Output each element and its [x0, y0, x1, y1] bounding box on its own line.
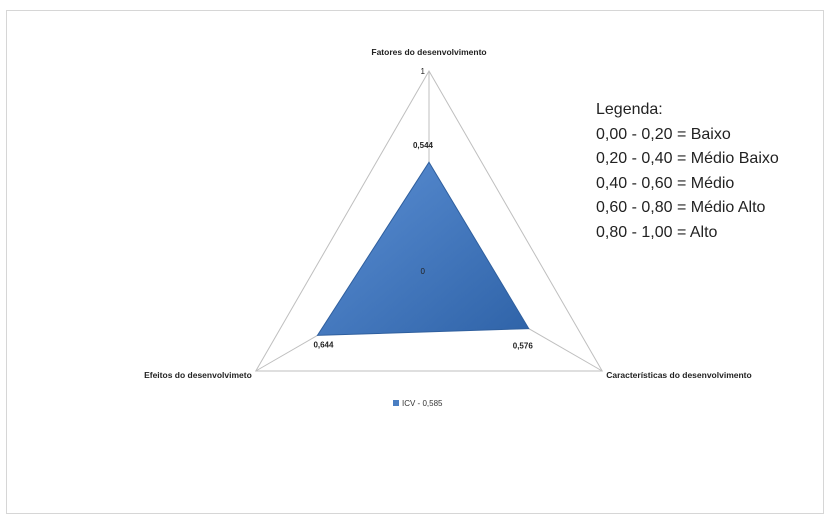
- legend: ICV - 0,585: [393, 399, 443, 408]
- legend-label-icv: ICV - 0,585: [402, 399, 443, 408]
- series-area-icv: [316, 161, 530, 336]
- data-label-efeitos: 0,644: [313, 340, 334, 349]
- data-label-fatores: 0,544: [413, 141, 434, 150]
- classification-item-medio-baixo: 0,20 - 0,40 = Médio Baixo: [596, 150, 779, 167]
- tick-label-min: 0: [421, 267, 426, 276]
- classification-item-baixo: 0,00 - 0,20 = Baixo: [596, 125, 731, 143]
- classification-item-alto: 0,80 - 1,00 = Alto: [596, 223, 718, 241]
- axis-label-caracteristicas: Características do desenvolvimento: [606, 370, 752, 380]
- classification-item-medio-alto: 0,60 - 0,80 = Médio Alto: [596, 199, 766, 216]
- classification-item-medio: 0,40 - 0,60 = Médio: [596, 174, 735, 192]
- outer-grid-triangle: [254, 69, 604, 372]
- classification-legend-title: Legenda:: [596, 101, 663, 118]
- axis-label-efeitos: Efeitos do desenvolvimeto: [144, 370, 252, 380]
- legend-swatch-icv: [393, 400, 399, 406]
- classification-legend: Legenda: 0,00 - 0,20 = Baixo 0,20 - 0,40…: [596, 98, 816, 245]
- tick-label-max: 1: [421, 67, 426, 76]
- data-label-caracteristicas: 0,576: [513, 342, 534, 351]
- axis-label-fatores: Fatores do desenvolvimento: [371, 47, 486, 57]
- chart-frame: [6, 10, 824, 514]
